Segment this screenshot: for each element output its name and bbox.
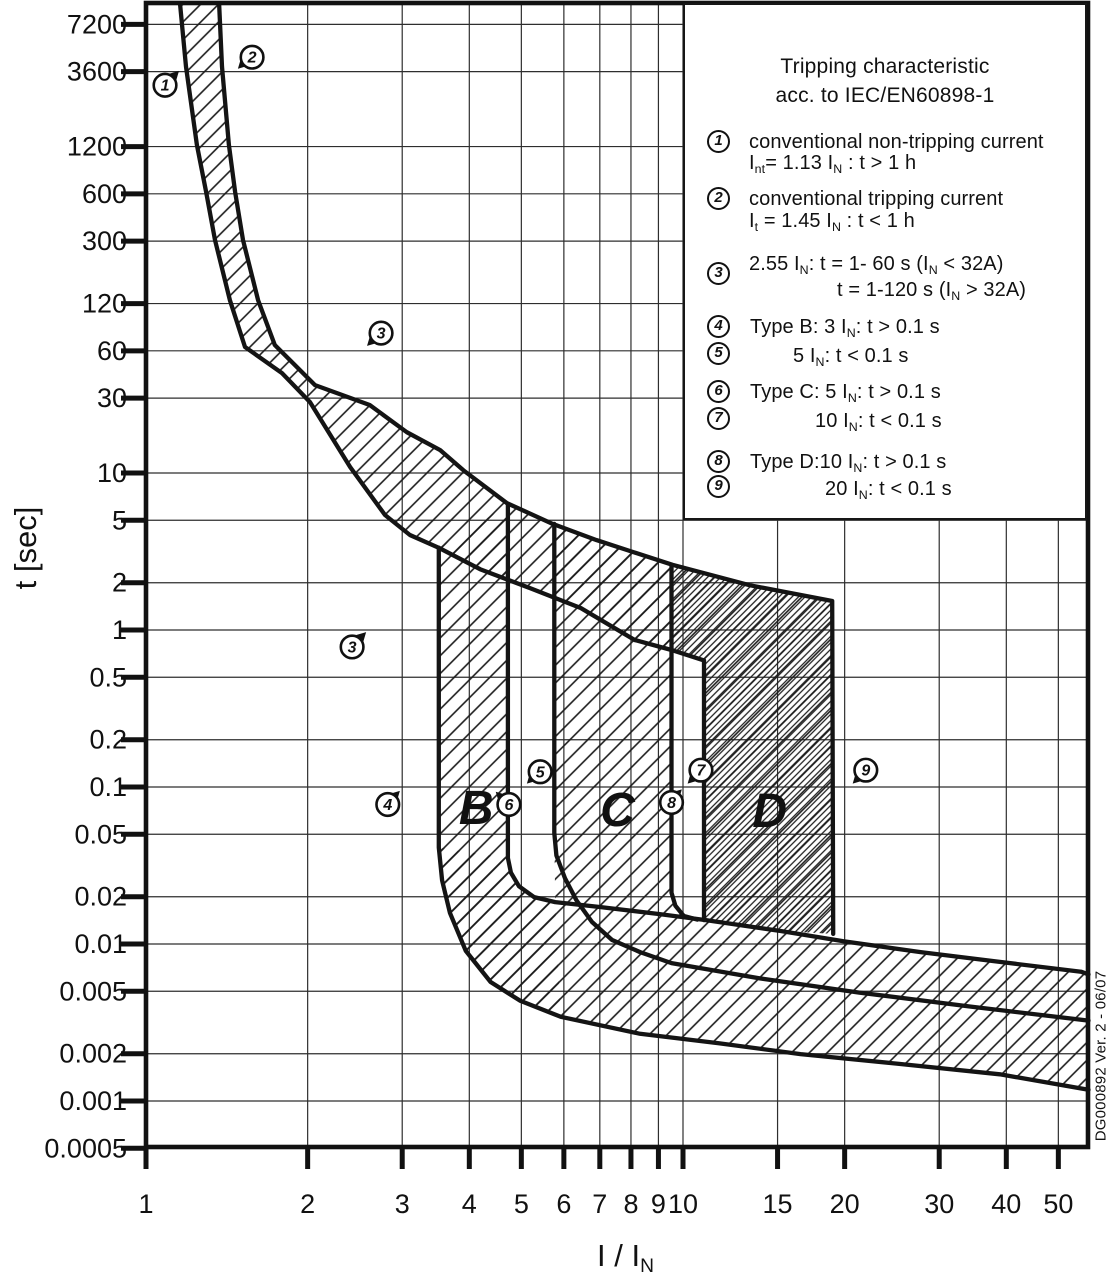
svg-text:2: 2 [247,50,257,67]
y-tick-label: 0.1 [89,772,127,802]
x-tick-label: 7 [592,1189,607,1219]
curve-marker-9: 9 [852,757,879,784]
curve-marker-2: 2 [237,44,265,70]
y-tick-label: 3600 [67,57,127,87]
y-tick-label: 0.005 [59,976,127,1006]
x-tick-label: 10 [668,1189,698,1219]
y-tick-label: 10 [97,458,127,488]
y-tick-label: 0.0005 [44,1133,127,1163]
legend-item-number: 3 [707,262,730,285]
x-tick-label: 30 [924,1189,954,1219]
plot-border [143,0,1091,1150]
y-tick-label: 0.001 [59,1086,127,1116]
type-c-band [554,523,698,920]
axis-ticks [121,21,1061,1169]
y-tick-label: 7200 [67,9,127,39]
x-tick-label: 6 [556,1189,571,1219]
y-tick-label: 0.05 [74,819,127,849]
y-tick-label: 0.02 [74,882,127,912]
x-tick-label: 8 [623,1189,638,1219]
type-b-label: B [459,782,494,835]
svg-text:9: 9 [861,763,870,780]
svg-text:3: 3 [348,639,357,656]
legend-item-number: 2 [707,187,730,210]
curve-c_outer [552,521,1091,1023]
legend-item-number: 4 [707,315,730,338]
x-tick-label: 1 [138,1189,153,1219]
y-tick-label: 0.2 [89,725,127,755]
curve-marker-7: 7 [687,757,714,784]
legend-item-text: conventional non-tripping current [749,131,1044,153]
curve-tripping_boundary [216,1,836,937]
legend-item-text: Type D:10 IN: t > 0.1 s [750,451,947,475]
y-tick-label: 1 [112,615,127,645]
legend-item-text: Int= 1.13 IN : t > 1 h [749,152,917,176]
y-tick-label: 600 [82,179,127,209]
curve-marker-6: 6 [495,791,522,818]
type-d-label: D [752,785,787,838]
legend-item-number: 6 [707,380,730,403]
curve-marker-1: 1 [152,70,179,98]
legend-title-line2: acc. to IEC/EN60898-1 [775,84,995,107]
y-tick-label: 2 [112,568,127,598]
y-tick-label: 0.01 [74,929,127,959]
svg-text:7: 7 [696,763,706,780]
curve-marker-8: 8 [658,789,685,816]
y-tick-label: 5 [112,505,127,535]
legend-box: Tripping characteristic acc. to IEC/EN60… [683,3,1087,520]
legend-item-text: 5 IN: t < 0.1 s [793,345,909,369]
document-reference: DG000892 Ver. 2 - 06/07 [1092,970,1110,1142]
curve-b_outer [436,545,1091,1092]
x-tick-label: 9 [651,1189,666,1219]
y-tick-label: 60 [97,336,127,366]
curve-b_inner [505,503,1091,977]
x-tick-label: 3 [395,1189,410,1219]
y-tick-label: 0.002 [59,1039,127,1069]
y-tick-label: 120 [82,289,127,319]
legend-item-number: 8 [707,450,730,473]
type-d-band [671,564,834,934]
legend-item-text: t = 1-120 s (IN > 32A) [837,279,1027,303]
legend-title-line1: Tripping characteristic [780,55,990,78]
svg-text:1: 1 [161,78,170,95]
svg-text:5: 5 [536,764,546,781]
type-c-label: C [600,784,636,837]
legend-title: Tripping characteristic acc. to IEC/EN60… [685,52,1085,110]
x-tick-label: 2 [300,1189,315,1219]
x-axis-title: I / IN [597,1238,654,1278]
x-tick-label: 15 [763,1189,793,1219]
x-tick-label: 5 [514,1189,529,1219]
svg-text:3: 3 [377,326,386,343]
svg-text:4: 4 [382,797,392,814]
legend-item-number: 9 [707,475,730,498]
legend-item-text: conventional tripping current [749,188,1004,210]
legend-item-number: 5 [707,342,730,365]
curve-non_tripping_boundary [177,1,707,923]
legend-item-number: 1 [707,130,730,153]
x-tick-label: 20 [830,1189,860,1219]
curve-marker-3: 3 [339,632,367,660]
x-tick-label: 4 [462,1189,477,1219]
svg-text:8: 8 [667,795,676,812]
y-axis-title: t [sec] [8,506,43,590]
curve-marker-5: 5 [526,759,553,785]
y-tick-label: 0.5 [89,662,127,692]
curve-marker-4: 4 [375,790,401,818]
x-tick-label: 40 [991,1189,1021,1219]
legend-item-text: 2.55 IN: t = 1- 60 s (IN < 32A) [749,253,1004,277]
legend-item-text: 20 IN: t < 0.1 s [825,478,952,502]
y-tick-label: 1200 [67,132,127,162]
x-tick-label: 50 [1043,1189,1073,1219]
legend-item-text: Type B: 3 IN: t > 0.1 s [750,316,940,340]
legend-item-text: Type C: 5 IN: t > 0.1 s [750,381,941,405]
legend-item-text: It = 1.45 IN : t < 1 h [749,210,915,234]
y-tick-label: 300 [82,226,127,256]
curve-c_inner [669,562,700,922]
curve-marker-3: 3 [367,320,394,346]
svg-text:6: 6 [504,797,513,814]
y-tick-label: 30 [97,383,127,413]
legend-item-text: 10 IN: t < 0.1 s [815,410,942,434]
legend-item-number: 7 [707,407,730,430]
